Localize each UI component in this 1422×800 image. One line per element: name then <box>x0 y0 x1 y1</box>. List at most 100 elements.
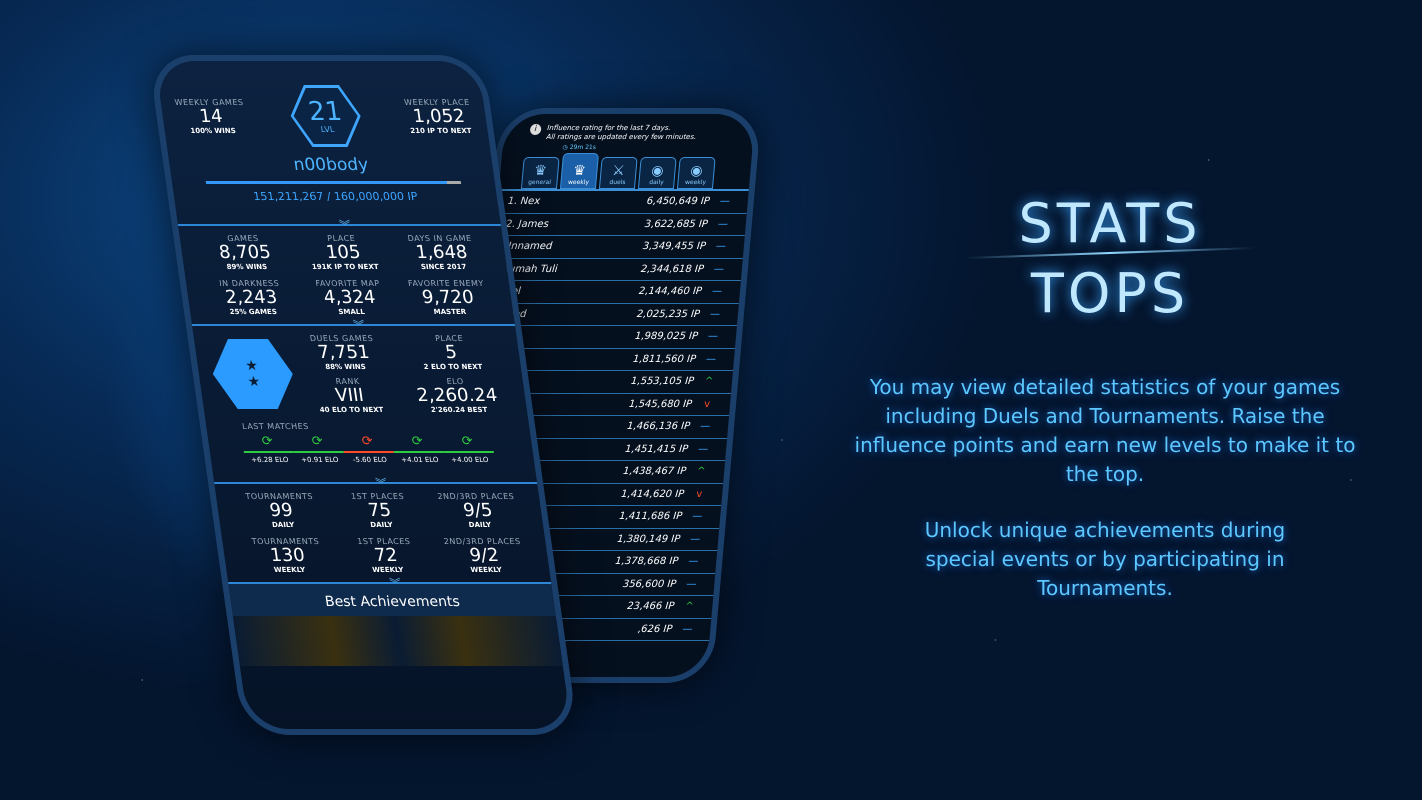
trend-up-icon: ^ <box>696 466 706 478</box>
elo-best: 2'260.24 BEST <box>430 406 488 414</box>
tab-daily[interactable]: ◉ daily <box>637 157 677 189</box>
match-item[interactable]: ⟳ -5.60 ELO <box>341 434 395 464</box>
trend-same-icon: — <box>699 421 711 433</box>
stat-cell: FAVORITE MAP 4,324 SMALL <box>298 279 402 316</box>
last-matches-label: LAST MATCHES <box>241 422 310 431</box>
info-banner: i Influence rating for the last 7 days. A… <box>503 114 756 144</box>
player-ip: 3,622,685 IP <box>644 218 709 230</box>
player-name: Unnamed <box>503 241 553 253</box>
player-name: 2. James <box>505 218 550 230</box>
weekly-place: 1,052 <box>411 105 467 127</box>
stat-cell: DAYS IN GAME 1,648 SINCE 2017 <box>390 234 494 271</box>
player-ip: 356,600 IP <box>622 578 677 590</box>
stat-sub: SMALL <box>337 308 366 316</box>
tab-label: duels <box>609 179 626 186</box>
stat-sub: 89% WINS <box>226 263 268 271</box>
trend-same-icon: — <box>681 623 693 635</box>
duels-section: ★ ★ DUELS GAMES 7,751 88% WINS PLACE 5 2 ELO … <box>192 326 538 490</box>
trend-same-icon: — <box>719 196 731 208</box>
match-item[interactable]: ⟳ +0.91 ELO <box>291 434 345 464</box>
stat-sub: SINCE 2017 <box>420 263 467 271</box>
stat-cell: TOURNAMENTS 99 DAILY <box>229 492 333 529</box>
general-stats: GAMES 8,705 89% WINS PLACE 105 191K IP TO NEX… <box>178 226 516 332</box>
stat-sub: DAILY <box>271 521 295 529</box>
stat-cell: 2ND/3RD PLACES 9/5 DAILY <box>426 492 530 529</box>
stat-sub: MASTER <box>433 308 467 316</box>
info-line: Influence rating for the last 7 days. <box>546 124 671 132</box>
username: n00body <box>292 155 370 175</box>
leaderboard-row[interactable]: ncel2,144,460 IP— <box>488 281 741 304</box>
duels-games: 7,751 <box>316 342 371 363</box>
replay-icon: ⟳ <box>391 434 444 453</box>
ip-progress: 151,211,267 / 160,000,000 IP <box>252 190 419 203</box>
trend-same-icon: — <box>685 578 697 590</box>
stat-cell: IN DARKNESS 2,243 25% GAMES <box>199 279 303 316</box>
leaderboard-row[interactable]: 2. James 3,622,685 IP — <box>494 213 747 236</box>
level-label: LVL <box>320 124 335 134</box>
trend-same-icon: — <box>713 263 725 275</box>
tab-label: daily <box>648 179 664 186</box>
player-ip: 1,411,686 IP <box>618 511 683 523</box>
stat-sub: 191K IP TO NEXT <box>311 263 380 271</box>
player-ip: 6,450,649 IP <box>646 196 711 208</box>
stat-value: 1,648 <box>414 242 469 263</box>
tops-tabs: ♛ general ♛ weekly ⚔ duels ◉ daily ◉ weekly <box>498 151 753 191</box>
tab-label: weekly <box>567 179 590 186</box>
tab-label: general <box>527 179 552 186</box>
trend-same-icon: — <box>691 511 703 523</box>
match-item[interactable]: ⟳ +4.01 ELO <box>391 434 445 464</box>
player-ip: 23,466 IP <box>626 601 675 613</box>
match-item[interactable]: ⟳ +6.28 ELO <box>241 434 295 464</box>
weekly-place-sub: 210 IP TO NEXT <box>409 126 472 135</box>
player-ip: 3,349,455 IP <box>642 241 707 253</box>
level-badge: 21 LVL <box>286 85 365 147</box>
player-ip: 2,025,235 IP <box>636 308 701 320</box>
trend-up-icon: ^ <box>684 601 695 613</box>
trend-down-icon: v <box>695 488 703 500</box>
rank: VIII <box>334 385 366 406</box>
tab-weekly[interactable]: ◉ weekly <box>676 157 716 189</box>
weekly-games: 14 <box>198 105 224 127</box>
trend-same-icon: — <box>687 556 699 568</box>
leaderboard-row[interactable]: Rumah Tuli 2,344,618 IP — <box>490 258 743 281</box>
crown-icon: ♛ <box>533 163 548 179</box>
tournaments-section: TOURNAMENTS 99 DAILY 1ST PLACES 75 DAILY 2ND/3… <box>214 484 552 590</box>
tab-duels[interactable]: ⚔ duels <box>598 157 638 189</box>
leaderboard-row[interactable]: Unnamed 3,349,455 IP — <box>492 236 745 259</box>
stat-sub: WEEKLY <box>470 566 503 574</box>
replay-icon: ⟳ <box>241 434 294 453</box>
stat-cell: FAVORITE ENEMY 9,720 MASTER <box>396 279 500 316</box>
tab-weekly[interactable]: ♛ weekly <box>559 153 600 189</box>
stat-value: 9/5 <box>461 500 494 521</box>
crossed-swords-icon: ⚔ <box>611 163 626 179</box>
stat-cell: GAMES 8,705 89% WINS <box>193 234 297 271</box>
replay-icon: ⟳ <box>291 434 344 453</box>
player-ip: 1,378,668 IP <box>614 556 679 568</box>
leaderboard-row[interactable]: 1. Nex 6,450,649 IP — <box>496 191 749 214</box>
rank-sub: 40 ELO TO NEXT <box>319 406 384 414</box>
helmet-icon: ◉ <box>650 163 665 179</box>
profile-section: WEEKLY GAMES 14 100% WINS 21 LVL WEEKLY PLA… <box>154 61 502 232</box>
stat-cell: 1ST PLACES 75 DAILY <box>328 492 432 529</box>
stat-value: 99 <box>268 500 295 521</box>
stat-value: 72 <box>372 545 399 566</box>
timer: ◷ 29m 21s <box>562 144 597 151</box>
chevron-down-icon[interactable]: ︾ <box>388 577 402 590</box>
trend-same-icon: — <box>689 533 701 545</box>
achievements-strip[interactable] <box>232 616 563 666</box>
tab-general[interactable]: ♛ general <box>520 157 560 189</box>
leaderboard-row[interactable]: amed2,025,235 IP— <box>486 303 739 326</box>
match-item[interactable]: ⟳ +4.00 ELO <box>441 434 495 464</box>
replay-icon: ⟳ <box>441 434 494 453</box>
weekly-wins: 100% WINS <box>189 126 237 135</box>
stat-value: 130 <box>268 545 307 566</box>
trend-same-icon: — <box>711 286 723 298</box>
ip-progress-bar <box>205 181 462 184</box>
stat-value: 9/2 <box>468 545 501 566</box>
player-ip: 2,144,460 IP <box>638 286 703 298</box>
trend-same-icon: — <box>697 443 709 455</box>
trend-same-icon: — <box>707 331 719 343</box>
helmet-icon: ◉ <box>689 163 704 179</box>
stat-value: 8,705 <box>217 242 273 263</box>
player-ip: ,626 IP <box>637 623 673 635</box>
